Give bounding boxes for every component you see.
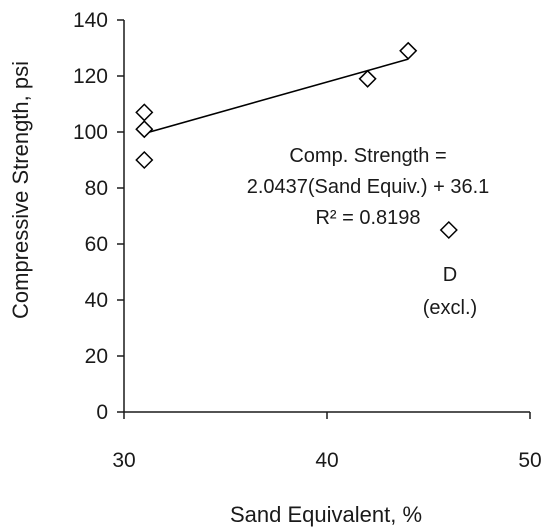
x-tick-label: 40 — [315, 449, 338, 472]
y-tick-label: 140 — [73, 9, 108, 32]
data-point — [439, 220, 458, 240]
data-point — [135, 103, 154, 122]
excluded-point-note: (excl.) — [423, 297, 477, 319]
trendline — [144, 58, 409, 135]
x-ticks: 30 40 50 — [112, 412, 542, 472]
data-point — [399, 41, 418, 60]
y-axis-title: Compressive Strength, psi — [8, 61, 33, 319]
data-point — [135, 120, 154, 139]
y-tick-label: 0 — [96, 401, 108, 424]
y-tick-label: 80 — [85, 177, 108, 200]
y-tick-label: 120 — [73, 65, 108, 88]
x-tick-label: 30 — [112, 449, 135, 472]
data-points — [135, 41, 458, 240]
y-tick-label: 40 — [85, 289, 108, 312]
y-tick-label: 60 — [85, 233, 108, 256]
data-point — [358, 69, 377, 88]
equation-line-2: 2.0437(Sand Equiv.) + 36.1 — [247, 176, 490, 198]
r-squared-label: R² = 0.8198 — [315, 207, 420, 229]
equation-line-1: Comp. Strength = — [289, 145, 446, 167]
y-tick-label: 100 — [73, 121, 108, 144]
excluded-point-label: D — [443, 264, 457, 286]
x-tick-label: 50 — [518, 449, 541, 472]
data-point — [135, 150, 154, 170]
y-ticks: 0 20 40 60 80 100 120 140 — [73, 9, 124, 424]
x-axis-title: Sand Equivalent, % — [230, 502, 422, 527]
y-tick-label: 20 — [85, 345, 108, 368]
